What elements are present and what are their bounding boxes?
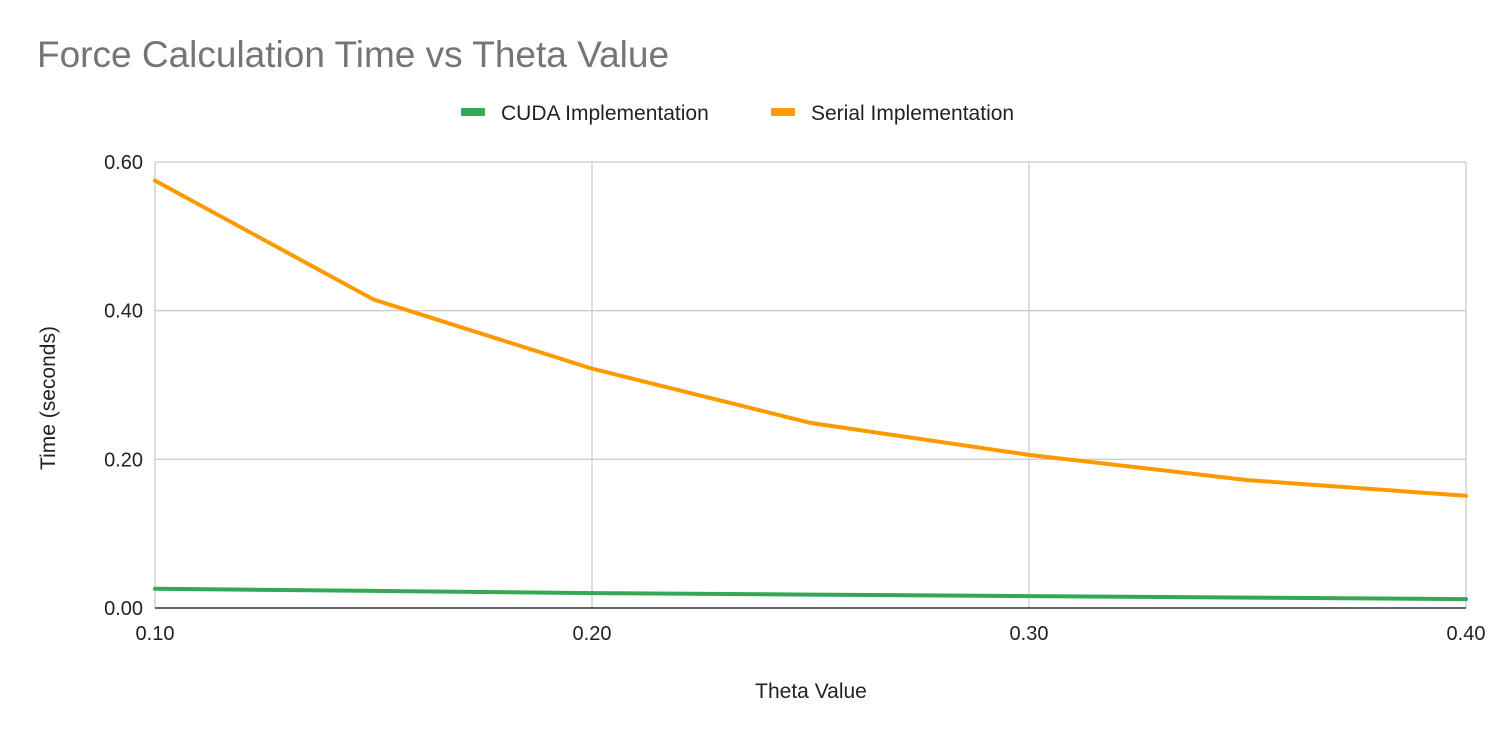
x-axis-title: Theta Value bbox=[755, 680, 867, 703]
axis-layer: 0.00 0.20 0.40 0.60 0.10 0.20 0.30 0.40 bbox=[104, 152, 1485, 645]
y-tick-label: 0.60 bbox=[104, 152, 143, 174]
y-tick-label: 0.40 bbox=[104, 301, 143, 323]
y-axis-title: Time (seconds) bbox=[37, 326, 60, 470]
series-line-serial bbox=[153, 178, 1468, 498]
y-tick-label: 0.00 bbox=[104, 598, 143, 620]
axis-labels: Theta Value Time (seconds) bbox=[37, 326, 867, 703]
y-tick-label: 0.20 bbox=[104, 449, 143, 471]
x-tick-label: 0.20 bbox=[573, 623, 612, 645]
legend-label: Serial Implementation bbox=[811, 102, 1014, 125]
series-line-cuda bbox=[153, 586, 1468, 602]
x-tick-label: 0.40 bbox=[1447, 623, 1486, 645]
series-layer bbox=[153, 178, 1468, 602]
legend-swatch bbox=[771, 108, 795, 116]
x-tick-label: 0.10 bbox=[136, 623, 175, 645]
x-tick-label: 0.30 bbox=[1010, 623, 1049, 645]
legend: CUDA Implementation Serial Implementation bbox=[461, 102, 1014, 125]
chart-title: Force Calculation Time vs Theta Value bbox=[37, 34, 670, 75]
grid-layer bbox=[154, 161, 1467, 608]
legend-label: CUDA Implementation bbox=[501, 102, 709, 125]
legend-swatch bbox=[461, 108, 485, 116]
